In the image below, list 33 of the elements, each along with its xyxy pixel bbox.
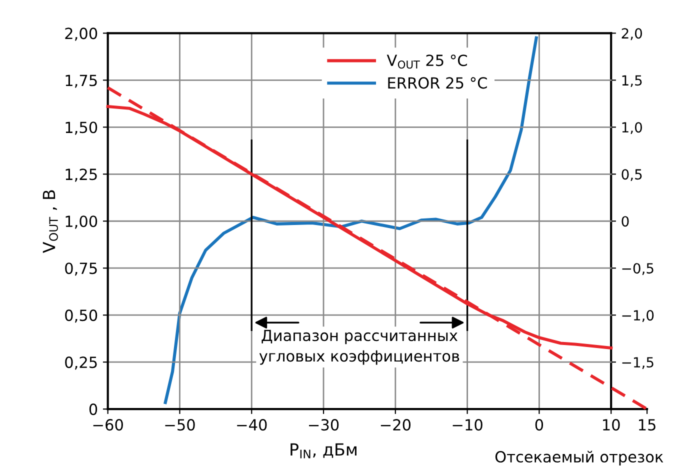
x-tick-label: 15: [639, 419, 656, 431]
annotation: Отсекаемый отрезок: [495, 450, 664, 466]
x-axis-title: P$_{IN}$, дБм: [290, 443, 356, 458]
y-tick-label: 0: [89, 404, 98, 416]
y-tick-label: 1,00: [66, 216, 98, 229]
legend-label: V$_{OUT}$ 25 °C: [386, 54, 467, 69]
x-tick-label: −40: [237, 419, 267, 431]
y2-tick-label: −1,5: [622, 357, 654, 369]
y-tick-label: 1,50: [66, 122, 98, 135]
x-tick-label: 10: [603, 419, 620, 431]
line-series: [164, 36, 538, 404]
x-tick-label: −10: [452, 419, 482, 431]
x-tick-label: −60: [93, 419, 123, 431]
y-tick-label: 2,00: [65, 28, 98, 41]
y2-tick-label: 0: [622, 216, 629, 227]
y-axis-title: V$_{OUT}$ , В: [42, 190, 58, 253]
y-tick-label: 0,25: [65, 356, 97, 370]
y-tick-label: 0,50: [65, 310, 98, 323]
y-tick-label: 1,75: [66, 74, 97, 88]
legend-label: ERROR 25 °C: [388, 77, 487, 89]
x-tick-label: −50: [165, 419, 195, 431]
y2-tick-label: 1,0: [622, 122, 642, 134]
y2-tick-label: −1,0: [622, 310, 654, 322]
annotation: Диапазон рассчитанных угловых коэффициентов: [259, 330, 460, 365]
y2-tick-label: 1,5: [622, 75, 642, 88]
y2-tick-label: 0,5: [622, 169, 642, 182]
x-tick-label: −20: [380, 419, 411, 431]
x-tick-label: 0: [535, 419, 544, 431]
x-tick-label: −30: [309, 419, 339, 431]
y-tick-label: 1,25: [66, 168, 97, 182]
y-tick-label: 0,75: [65, 262, 97, 276]
y2-tick-label: −0,5: [622, 263, 654, 275]
y2-tick-label: 2,0: [622, 28, 642, 40]
